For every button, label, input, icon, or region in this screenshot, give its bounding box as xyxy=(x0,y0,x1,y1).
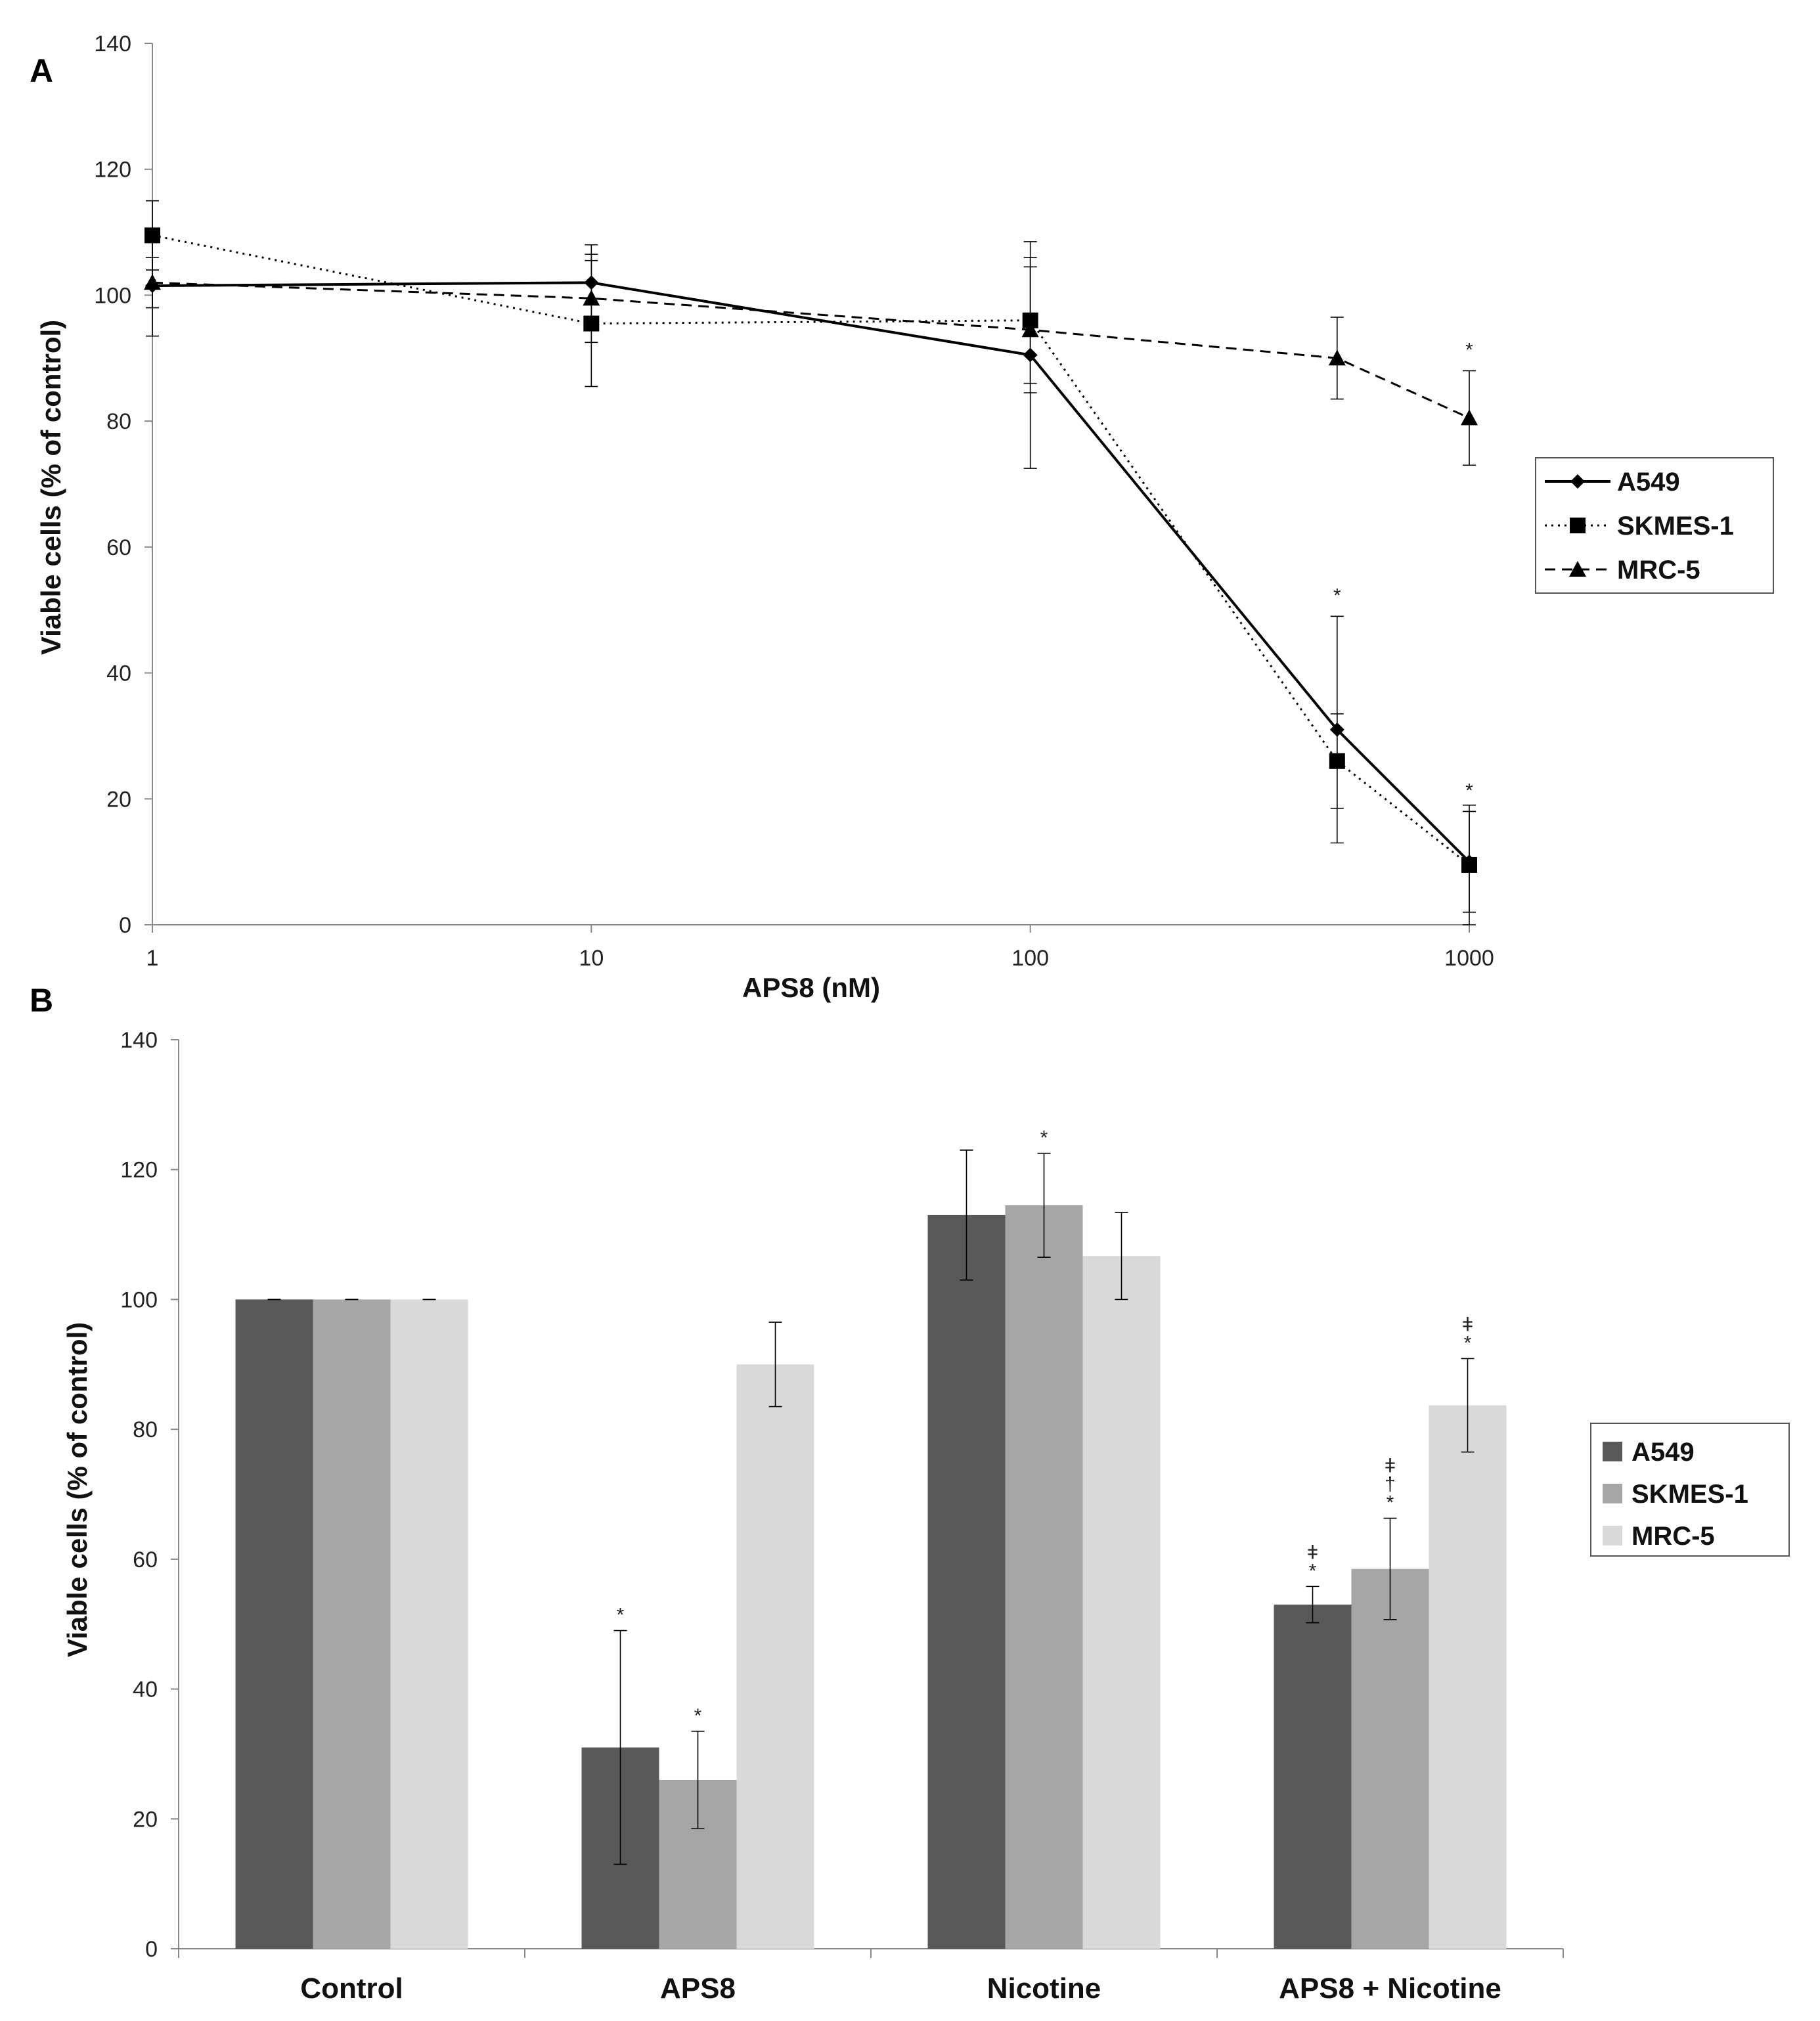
panel-b-bar-skmes-1 xyxy=(1351,1568,1429,1949)
panel-b-category-label: APS8 + Nicotine xyxy=(1279,1972,1501,2005)
panel-a-line-chart: A Viable cells (% of control) APS8 (nM) … xyxy=(30,32,1774,1003)
panel-b-significance-mark: * xyxy=(1309,1560,1317,1582)
panel-b-bar-mrc-5 xyxy=(1429,1405,1507,1949)
panel-a-x-tick-label: 1 xyxy=(146,946,159,971)
panel-b-y-tick-label: 40 xyxy=(133,1677,158,1702)
panel-b-group-nicotine xyxy=(927,1149,1161,1949)
panel-b-bar-skmes-1 xyxy=(1005,1205,1083,1949)
panel-a-series-a549 xyxy=(145,234,1476,913)
panel-a-y-tick-label: 80 xyxy=(106,409,131,434)
panel-b-group-control xyxy=(235,1299,468,1949)
panel-b-legend-label-mrc-5: MRC-5 xyxy=(1631,1522,1715,1551)
panel-a-point-skmes-1 xyxy=(144,227,160,244)
panel-b-y-tick-label: 140 xyxy=(120,1028,158,1053)
panel-b-group-aps8 xyxy=(581,1321,814,1949)
panel-b-label: B xyxy=(30,982,53,1019)
panel-a-line-a549 xyxy=(152,281,1471,863)
panel-a-legend-label-skmes-1: SKMES-1 xyxy=(1617,512,1734,541)
panel-a-x-tick-label: 100 xyxy=(1011,946,1049,971)
panel-b-bar-mrc-5 xyxy=(390,1299,468,1949)
panel-a-x-tick-label: 10 xyxy=(579,946,604,971)
panel-b-category-label: Nicotine xyxy=(987,1972,1101,2005)
panel-b-category-label: Control xyxy=(300,1972,403,2005)
panel-a-legend-marker-skmes-1 xyxy=(1570,518,1586,533)
panel-b-significance-mark: † xyxy=(1385,1474,1396,1496)
panel-a-x-axis-label: APS8 (nM) xyxy=(742,972,880,1003)
panel-a-point-mrc-5 xyxy=(1021,321,1039,338)
panel-b-y-tick-label: 60 xyxy=(133,1547,158,1572)
panel-b-group-aps8-nicotine xyxy=(1274,1358,1507,1949)
panel-a-y-tick-label: 140 xyxy=(94,32,131,56)
panel-b-significance-mark: * xyxy=(1387,1492,1394,1514)
panel-a-legend-marker-mrc-5 xyxy=(1569,561,1586,577)
panel-a-legend-marker-a549 xyxy=(1570,474,1585,489)
panel-b-y-tick-label: 0 xyxy=(145,1937,158,1962)
panel-a-series-skmes-1 xyxy=(144,200,1477,925)
panel-b-bar-a549 xyxy=(927,1214,1006,1949)
panel-a-significance-mark: * xyxy=(1333,585,1341,606)
panel-b-legend-box xyxy=(1590,1423,1790,1557)
panel-b-legend-swatch-skmes-1 xyxy=(1603,1484,1622,1503)
panel-b-bar-a549 xyxy=(1274,1605,1352,1949)
panel-b-bar-mrc-5 xyxy=(736,1364,814,1949)
panel-a-point-skmes-1 xyxy=(1329,753,1345,769)
panel-a-line-skmes-1 xyxy=(152,234,1470,866)
panel-a-legend-label-a549: A549 xyxy=(1617,468,1680,497)
panel-b-significance-mark: * xyxy=(1464,1332,1472,1354)
panel-b-significance-mark: ǂ xyxy=(1385,1455,1396,1477)
panel-b-bar-chart: B Viable cells (% of control) 0 20 40 60 80 1… xyxy=(30,982,1790,2005)
panel-b-significance-mark: ǂ xyxy=(1462,1314,1474,1335)
panel-b-significance-mark: * xyxy=(694,1705,702,1727)
panel-a-point-mrc-5 xyxy=(1328,349,1346,366)
panel-a-point-mrc-5 xyxy=(144,274,161,290)
panel-b-y-tick-label: 20 xyxy=(133,1807,158,1832)
panel-b-y-axis-label: Viable cells (% of control) xyxy=(62,1322,93,1657)
panel-a-point-skmes-1 xyxy=(1461,856,1477,873)
panel-b-legend-label-skmes-1: SKMES-1 xyxy=(1631,1480,1748,1509)
panel-b-bar-mrc-5 xyxy=(1082,1256,1161,1949)
panel-a-significance-mark: * xyxy=(1465,339,1473,361)
panel-b-bar-a549 xyxy=(235,1299,313,1949)
panel-b-bar-skmes-1 xyxy=(313,1299,391,1949)
panel-a-series-mrc-5 xyxy=(144,254,1478,466)
panel-a-y-tick-label: 60 xyxy=(106,535,131,560)
panel-b-significance-mark: ǂ xyxy=(1307,1542,1319,1563)
panel-b-significance-mark: * xyxy=(617,1605,625,1626)
panel-a-label: A xyxy=(30,53,53,89)
panel-a-line-mrc-5 xyxy=(152,281,1470,419)
panel-b-legend-swatch-a549 xyxy=(1603,1442,1622,1461)
panel-b-significance-mark: * xyxy=(1040,1127,1048,1149)
panel-a-point-mrc-5 xyxy=(1461,409,1478,426)
panel-b-legend-swatch-mrc-5 xyxy=(1603,1526,1622,1545)
panel-a-y-tick-label: 20 xyxy=(106,787,131,812)
panel-a-point-mrc-5 xyxy=(583,290,600,306)
panel-a-y-tick-label: 40 xyxy=(106,661,131,686)
panel-a-legend-label-mrc-5: MRC-5 xyxy=(1617,556,1700,585)
panel-a-y-tick-label: 120 xyxy=(94,158,131,183)
panel-b-y-tick-label: 100 xyxy=(120,1287,158,1312)
panel-b-legend-label-a549: A549 xyxy=(1631,1438,1695,1467)
panel-a-x-tick-label: 1000 xyxy=(1444,946,1494,971)
panel-b-y-tick-label: 120 xyxy=(120,1158,158,1183)
panel-b-legend: A549 SKMES-1 MRC-5 xyxy=(1590,1423,1790,1557)
panel-b-y-tick-label: 80 xyxy=(133,1417,158,1442)
panel-a-significance-mark: * xyxy=(1465,780,1473,801)
panel-a-y-tick-label: 100 xyxy=(94,283,131,308)
panel-a-y-axis-label: Viable cells (% of control) xyxy=(35,320,66,655)
panel-a-y-tick-label: 0 xyxy=(119,913,131,938)
panel-b-category-label: APS8 xyxy=(660,1972,736,2005)
panel-a-legend: A549 SKMES-1 MRC-5 xyxy=(1535,457,1774,594)
